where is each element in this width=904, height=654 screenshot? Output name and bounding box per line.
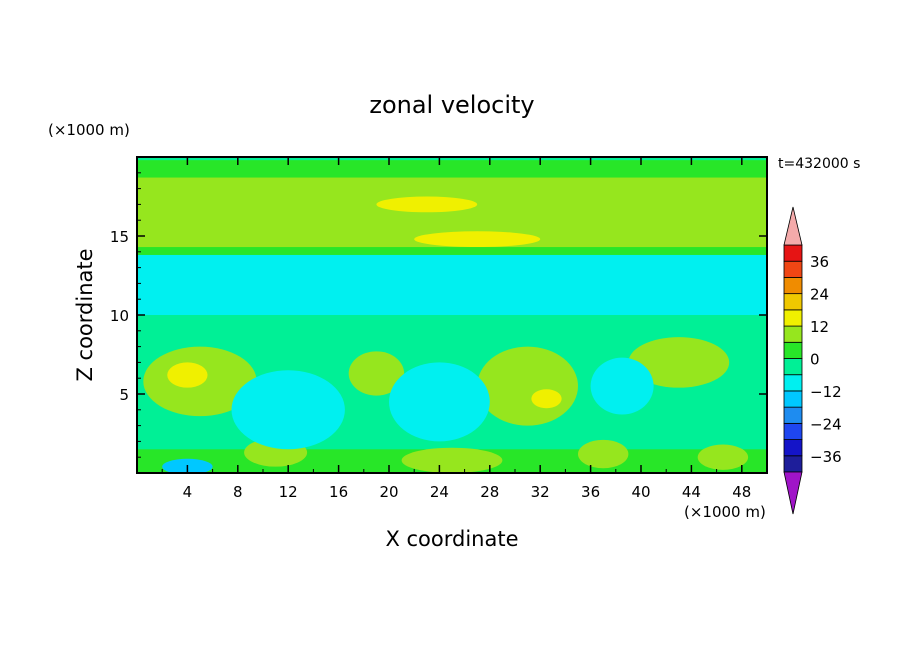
x-tick-label: 32 — [531, 483, 550, 501]
colorbar-bin — [783, 244, 803, 262]
colorbar-bin — [783, 358, 803, 376]
field-region-17 — [389, 362, 490, 442]
colorbar-bin — [783, 325, 803, 343]
x-tick-label: 36 — [581, 483, 600, 501]
x-unit-label: (×1000 m) — [684, 503, 766, 521]
colorbar-bin — [783, 277, 803, 295]
time-label: t=432000 s — [778, 156, 860, 172]
x-tick-label: 16 — [329, 483, 348, 501]
x-tick-label: 48 — [732, 483, 751, 501]
y-tick-label: 10 — [110, 307, 129, 325]
x-tick-label: 24 — [430, 483, 449, 501]
field-region-11 — [628, 337, 730, 388]
field-region-21 — [414, 231, 541, 248]
y-unit-label: (×1000 m) — [48, 121, 130, 139]
colorbar-tick-label: −24 — [810, 415, 842, 433]
colorbar-bin — [783, 455, 803, 473]
x-tick-label: 40 — [631, 483, 650, 501]
colorbar-over-arrow — [783, 206, 803, 246]
plot-area — [136, 156, 768, 474]
colorbar-tick-label: 24 — [810, 286, 829, 304]
field-region-5 — [137, 168, 767, 176]
y-tick-label: 15 — [110, 228, 129, 246]
x-tick-label: 44 — [682, 483, 701, 501]
colorbar-tick-label: −36 — [810, 448, 842, 466]
contour-field — [137, 157, 767, 473]
colorbar-tick-label: 36 — [810, 253, 829, 271]
colorbar-bin — [783, 439, 803, 457]
x-tick-label: 4 — [183, 483, 193, 501]
colorbar-bin — [783, 260, 803, 278]
field-region-4 — [137, 254, 767, 315]
colorbar-bin — [783, 390, 803, 408]
y-tick-label: 5 — [119, 386, 129, 404]
y-axis-label: Z coordinate — [73, 248, 97, 381]
field-region-7 — [167, 362, 208, 388]
colorbar-bin — [783, 293, 803, 311]
x-axis-label: X coordinate — [385, 527, 518, 551]
field-region-14 — [578, 439, 629, 469]
colorbar-bin — [783, 374, 803, 392]
x-tick-label: 8 — [233, 483, 243, 501]
field-region-9 — [477, 346, 578, 426]
field-region-18 — [231, 370, 345, 450]
colorbar-bin — [783, 406, 803, 424]
field-region-12 — [401, 447, 503, 473]
x-axis: 4 8 12 16 20 24 28 32 36 40 44 48 — [161, 157, 751, 501]
colorbar-tick-label: 0 — [810, 351, 820, 369]
colorbar-bin — [783, 341, 803, 359]
colorbar-under-arrow — [783, 471, 803, 515]
field-region-20 — [376, 196, 478, 213]
y-axis: 5 10 15 — [110, 172, 767, 458]
field-region-16 — [590, 357, 654, 415]
x-tick-label: 28 — [480, 483, 499, 501]
colorbar-tick-label: −12 — [810, 383, 842, 401]
field-region-8 — [348, 351, 405, 396]
x-tick-label: 12 — [279, 483, 298, 501]
chart-title: zonal velocity — [369, 91, 534, 119]
colorbar-tick-label: 12 — [810, 318, 829, 336]
field-region-10 — [531, 389, 562, 409]
colorbar-bin — [783, 309, 803, 327]
colorbar: −36 −24 −12 0 12 24 36 — [783, 206, 842, 515]
colorbar-bin — [783, 422, 803, 440]
field-region-15 — [697, 444, 749, 470]
x-tick-label: 20 — [379, 483, 398, 501]
